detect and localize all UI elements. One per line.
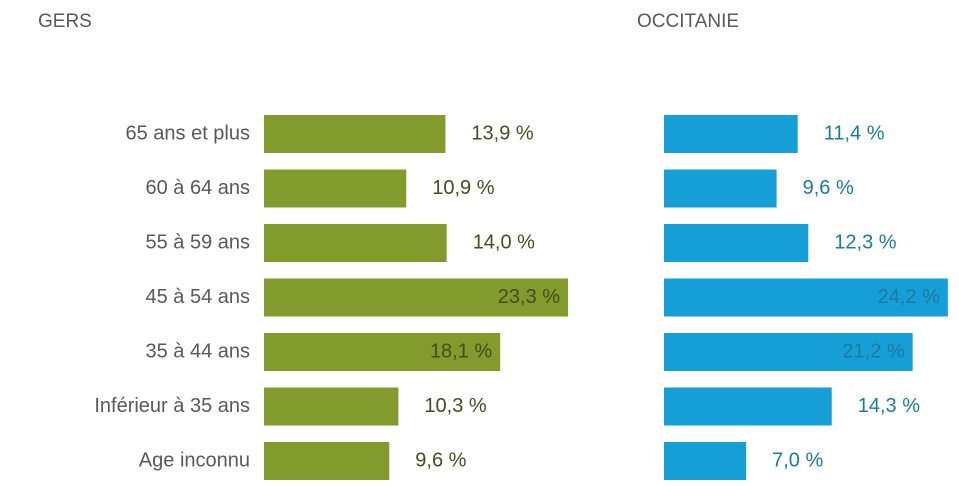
bar	[664, 442, 747, 480]
value-label: 10,3 %	[424, 395, 486, 417]
bar	[264, 278, 569, 317]
category-label: 45 à 54 ans	[145, 286, 250, 308]
category-label: 60 à 64 ans	[145, 177, 250, 199]
bar	[264, 224, 447, 262]
bar	[664, 169, 777, 208]
value-label: 14,0 %	[473, 231, 535, 253]
value-label: 24,2 %	[878, 286, 940, 308]
bar	[264, 115, 446, 153]
bar	[664, 224, 809, 262]
bar	[664, 387, 832, 426]
value-label: 21,2 %	[842, 340, 904, 362]
bar	[664, 333, 913, 371]
bar	[664, 115, 798, 153]
value-label: 13,9 %	[471, 122, 533, 144]
bar	[264, 333, 501, 371]
bar	[264, 387, 399, 426]
value-label: 9,6 %	[803, 177, 854, 199]
value-label: 7,0 %	[772, 449, 823, 471]
chart-title: GERS	[38, 11, 92, 32]
category-label: 35 à 44 ans	[145, 340, 250, 362]
value-label: 11,4 %	[824, 122, 885, 144]
category-label: 65 ans et plus	[125, 122, 250, 144]
category-label: Inférieur à 35 ans	[94, 395, 250, 417]
value-label: 14,3 %	[858, 395, 920, 417]
bar	[264, 442, 390, 480]
bar	[264, 169, 407, 208]
value-label: 9,6 %	[415, 449, 466, 471]
chart-title: OCCITANIE	[637, 11, 739, 32]
value-label: 10,9 %	[432, 177, 494, 199]
value-label: 18,1 %	[430, 340, 492, 362]
category-label: 55 à 59 ans	[145, 231, 250, 253]
value-label: 12,3 %	[834, 231, 896, 253]
category-label: Age inconnu	[139, 449, 250, 471]
bar	[664, 278, 948, 317]
value-label: 23,3 %	[498, 286, 560, 308]
